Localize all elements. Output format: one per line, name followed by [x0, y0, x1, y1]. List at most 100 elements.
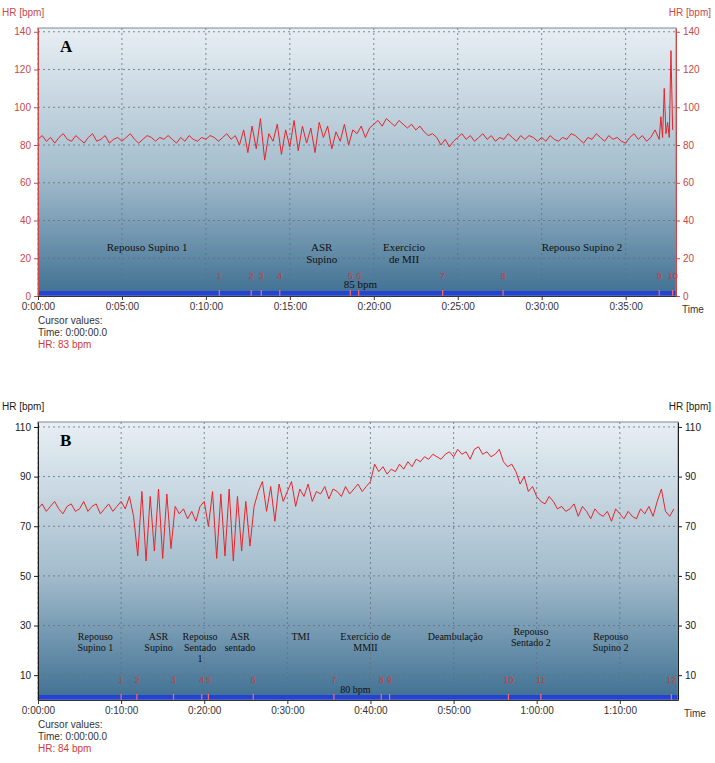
tick-mark	[34, 626, 38, 627]
event-tick	[219, 290, 220, 296]
tick-mark	[676, 145, 680, 146]
tick-mark	[34, 32, 38, 33]
tick: 0:25:00	[442, 296, 476, 312]
cursor-readout: Time: 0:00:00.0	[38, 731, 108, 742]
tick-label: 90	[685, 471, 697, 482]
grid-line	[625, 28, 626, 296]
phase-label: 80 bpm	[340, 684, 371, 695]
tick-label: 110	[685, 422, 701, 433]
event-tick	[389, 694, 390, 700]
tick-mark	[287, 700, 288, 704]
tick-label: 0:50:00	[437, 705, 471, 716]
grid-line	[38, 107, 676, 108]
phase-label-line: Repouso	[513, 626, 548, 637]
event-label: 7	[331, 675, 336, 685]
cursor-readout: Cursor values:	[38, 315, 102, 326]
phase-label-line: Repouso Supino 2	[542, 241, 623, 253]
tick: 120	[676, 64, 700, 75]
phase-label: Repouso Supino 1	[107, 241, 188, 253]
event-tick	[251, 290, 252, 296]
event-tick	[173, 694, 174, 700]
grid-line	[289, 28, 290, 296]
event-label: 3	[259, 271, 264, 281]
tick-label: 10	[20, 670, 32, 681]
axis-line	[676, 29, 677, 297]
tick-mark	[34, 183, 38, 184]
tick-label: 0:10:00	[105, 705, 139, 716]
phase-label: Exercício deMMII	[340, 631, 391, 653]
tick-label: 0:25:00	[442, 301, 476, 312]
tick-label: 30	[685, 620, 697, 631]
phase-label-line: Repouso	[593, 631, 628, 642]
event-label: 2	[249, 271, 254, 281]
phase-label-line: TMI	[291, 631, 309, 642]
time-bar	[38, 695, 678, 700]
event-tick	[208, 694, 209, 700]
tick-mark	[620, 700, 621, 704]
chart-panel: 103050709011010305070901100:00:000:10:00…	[2, 401, 711, 754]
tick-label: 80	[20, 140, 32, 151]
tick-label: 50	[685, 571, 697, 582]
grid-line	[536, 422, 537, 700]
tick: 10	[678, 670, 697, 681]
tick: 20	[676, 253, 695, 264]
tick-label: 70	[20, 521, 32, 532]
tick: 0	[25, 291, 38, 302]
y-axis-title-right: HR [bpm]	[669, 7, 711, 18]
tick-label: 10	[685, 670, 697, 681]
tick: 110	[15, 422, 38, 433]
tick-label: 120	[683, 64, 700, 75]
tick: 90	[678, 471, 697, 482]
tick-label: 40	[683, 215, 695, 226]
tick: 0	[676, 291, 689, 302]
grid	[38, 422, 678, 700]
tick-mark	[458, 296, 459, 300]
tick-mark	[34, 427, 38, 428]
tick: 70	[20, 521, 38, 532]
tick-mark	[34, 70, 38, 71]
tick: 0:30:00	[525, 296, 559, 312]
phase-label-line: Repouso	[183, 631, 218, 642]
event-label: 3	[171, 675, 176, 685]
data-layer	[38, 51, 673, 296]
tick-label: 0:35:00	[609, 301, 643, 312]
event-label: 9	[657, 271, 662, 281]
grid-line	[38, 575, 678, 576]
grid-line	[38, 145, 676, 146]
event-label: 6	[251, 675, 256, 685]
tick-label: 0:20:00	[188, 705, 222, 716]
tick-label: 110	[15, 422, 31, 433]
phase-label-line: Deambulação	[428, 631, 483, 642]
grid-line	[38, 526, 678, 527]
tick: 50	[20, 571, 38, 582]
grid-line	[205, 28, 206, 296]
tick: 0:10:00	[190, 296, 224, 312]
tick-mark	[38, 700, 39, 704]
phase-label-line: Repouso	[78, 631, 113, 642]
tick: 30	[20, 620, 38, 631]
tick-mark	[678, 427, 682, 428]
phase-label-line: Supino	[306, 253, 338, 265]
tick-mark	[626, 296, 627, 300]
tick: 0:30:00	[271, 700, 305, 716]
phase-label-line: ASR	[230, 631, 250, 642]
tick: 0:20:00	[188, 700, 222, 716]
tick: 80	[20, 140, 38, 151]
grid-line	[38, 220, 676, 221]
plot-background	[38, 422, 678, 700]
tick-mark	[676, 258, 680, 259]
plot-frame	[38, 422, 678, 700]
event-tick	[253, 694, 254, 700]
data-layer	[38, 447, 674, 700]
tick-mark	[34, 107, 38, 108]
phase-label-line: sentado	[225, 642, 256, 653]
tick-mark	[676, 221, 680, 222]
y-axis-left: 1030507090110	[15, 422, 38, 701]
event-label: 5	[206, 675, 211, 685]
tick-mark	[537, 700, 538, 704]
tick-mark	[676, 70, 680, 71]
event-label: 1	[217, 271, 222, 281]
event-label: 9	[387, 675, 392, 685]
tick-label: 1:00:00	[521, 705, 555, 716]
event-tick	[442, 290, 443, 296]
